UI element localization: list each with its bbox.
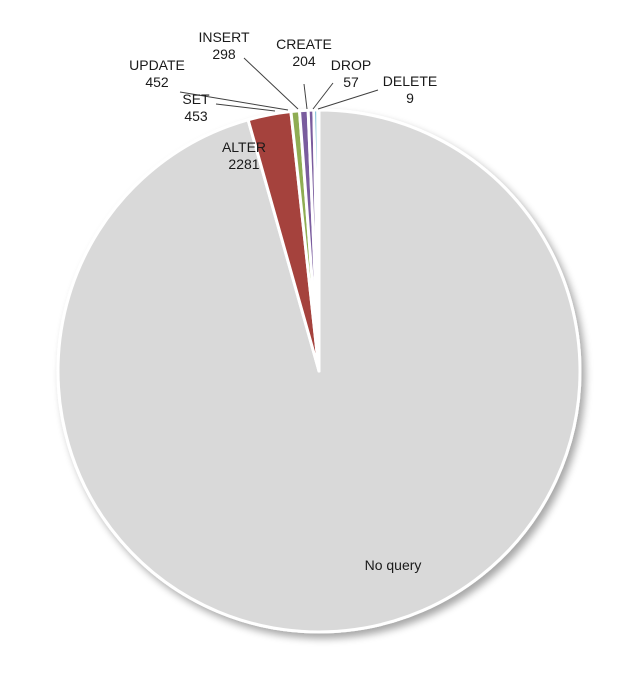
slice-label-insert: INSERT 298 — [198, 29, 250, 62]
leader-line-drop — [312, 82, 334, 110]
slice-label-alter: ALTER 2281 — [222, 139, 266, 172]
slice-label-name: UPDATE — [129, 57, 185, 73]
leader-line-insert — [243, 57, 299, 110]
slice-label-delete: DELETE 9 — [383, 73, 437, 106]
slice-label-value: 9 — [406, 90, 414, 106]
slice-label-drop: DROP 57 — [331, 57, 371, 90]
slice-label-name: SET — [182, 91, 210, 107]
slice-label-name: DROP — [331, 57, 371, 73]
slice-label-name: DELETE — [383, 73, 437, 89]
slice-label-update: UPDATE 452 — [129, 57, 185, 90]
leader-line-create — [303, 83, 308, 110]
slice-label-value: 2281 — [228, 156, 259, 172]
leader-line-update — [179, 91, 289, 111]
pie-slices — [56, 108, 582, 634]
slice-label-name: CREATE — [276, 36, 332, 52]
slice-label-set: SET 453 — [182, 91, 210, 124]
slice-label-no-query: No query — [365, 557, 422, 573]
slice-label-value: 452 — [145, 74, 169, 90]
slice-label-value: 298 — [212, 46, 236, 62]
slice-label-name: INSERT — [198, 29, 250, 45]
slice-label-value: 204 — [292, 53, 316, 69]
slice-label-value: 57 — [343, 74, 359, 90]
leader-line-delete — [317, 89, 379, 110]
leader-lines — [179, 57, 379, 112]
slice-label-value: 453 — [184, 108, 208, 124]
slice-label-name: No query — [365, 557, 422, 573]
slice-label-name: ALTER — [222, 139, 266, 155]
slice-label-create: CREATE 204 — [276, 36, 332, 69]
leader-line-set — [215, 103, 276, 112]
